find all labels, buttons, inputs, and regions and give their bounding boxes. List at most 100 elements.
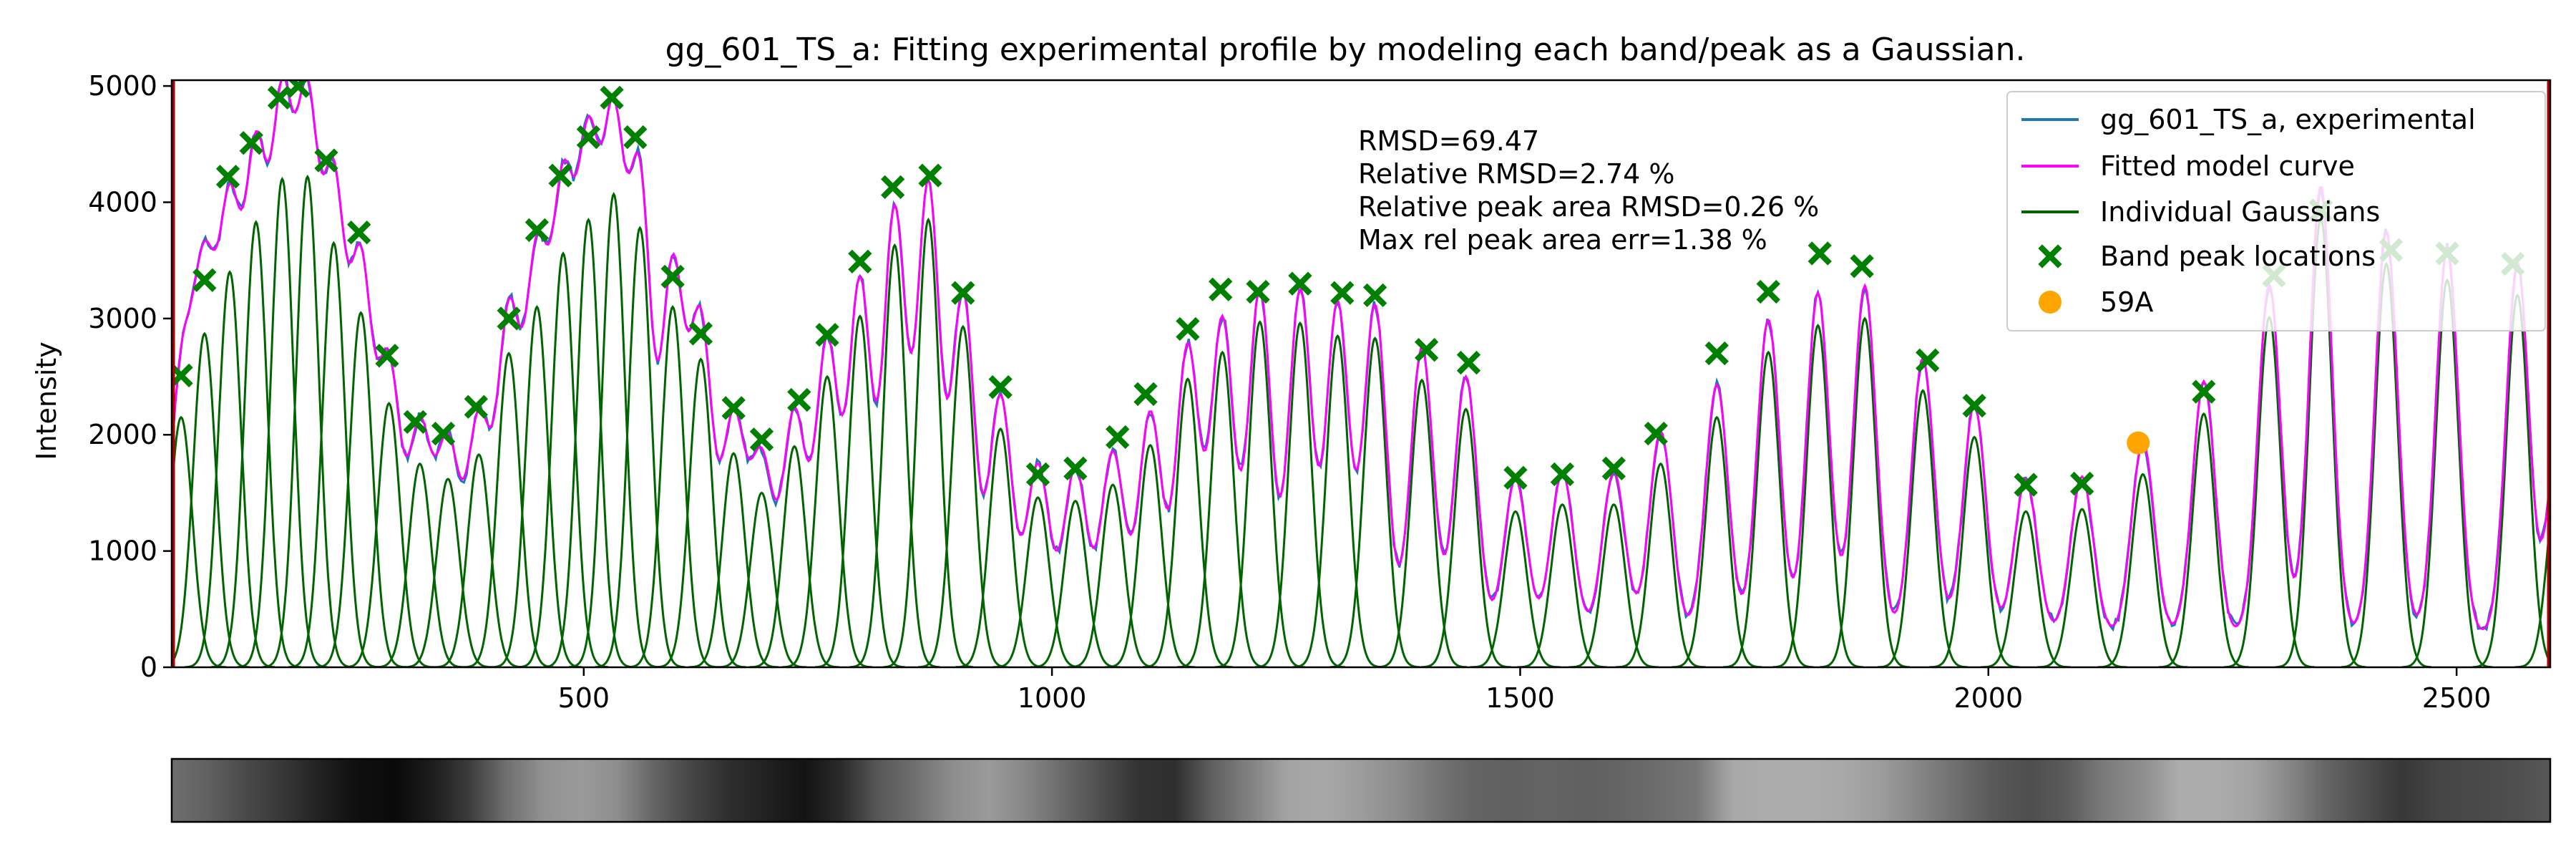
x-tick-label: 500 xyxy=(558,682,610,714)
band-peak-marker-42 xyxy=(1550,462,1575,487)
gaussian-curve-12 xyxy=(464,352,555,667)
gaussian-curve-13 xyxy=(492,305,582,667)
lane-strip-image xyxy=(172,759,2550,822)
gaussian-curve-18 xyxy=(628,305,718,667)
gaussian-curve-6 xyxy=(288,241,379,667)
gaussian-curve-17 xyxy=(595,226,686,667)
band-peak-marker-16 xyxy=(600,85,624,110)
band-peak-marker-32 xyxy=(1133,382,1158,407)
band-peak-marker-4 xyxy=(267,85,292,110)
band-peak-marker-35 xyxy=(1246,279,1270,304)
legend-label-experimental: gg_601_TS_a, experimental xyxy=(2100,104,2476,135)
band-peak-marker-43 xyxy=(1601,456,1626,480)
gaussian-curve-22 xyxy=(749,445,840,667)
band-peak-marker-53 xyxy=(2192,379,2216,404)
gaussian-curve-33 xyxy=(1142,377,1233,667)
legend-swatch-59a xyxy=(2039,291,2062,314)
gaussian-curve-50 xyxy=(1929,435,2019,667)
y-tick-label: 5000 xyxy=(88,70,157,102)
gaussian-curve-60 xyxy=(2514,508,2550,667)
gaussian-curve-43 xyxy=(1568,503,1659,667)
band-peak-marker-49 xyxy=(1916,348,1940,372)
lane-strip xyxy=(170,757,2552,823)
gaussian-curve-46 xyxy=(1723,350,1814,667)
annotation-max-rel-peak-area-err: Max rel peak area err=1.38 % xyxy=(1358,224,1767,256)
gaussian-curve-34 xyxy=(1177,350,1268,667)
gaussian-curve-29 xyxy=(992,496,1083,667)
band-peak-marker-23 xyxy=(815,322,839,347)
gaussian-curve-24 xyxy=(815,314,905,667)
y-tick-label: 2000 xyxy=(88,419,157,450)
y-axis-label: Intensity xyxy=(31,342,62,460)
band-peak-marker-34 xyxy=(1209,277,1233,301)
band-peak-marker-38 xyxy=(1362,283,1387,308)
gaussian-curve-14 xyxy=(518,251,608,667)
band-peak-marker-25 xyxy=(881,175,905,200)
x-tick-label: 1500 xyxy=(1485,682,1555,714)
band-peak-marker-51 xyxy=(2014,473,2038,497)
band-peak-marker-15 xyxy=(576,125,601,150)
gaussian-curve-26 xyxy=(883,218,974,667)
legend: gg_601_TS_a, experimental Fitted model c… xyxy=(2006,91,2546,331)
legend-label-band-peaks: Band peak locations xyxy=(2100,241,2376,272)
gaussian-curve-3 xyxy=(210,220,301,667)
band-peak-marker-40 xyxy=(1456,350,1481,375)
annotation-relative-rmsd: Relative RMSD=2.74 % xyxy=(1358,158,1675,190)
legend-label-fitted: Fitted model curve xyxy=(2100,150,2355,182)
x-tick-label: 1000 xyxy=(1018,682,1087,714)
gaussian-curve-47 xyxy=(1772,324,1863,667)
annotation-rmsd: RMSD=69.47 xyxy=(1358,125,1539,157)
gaussian-curve-25 xyxy=(849,243,940,667)
gaussian-curve-39 xyxy=(1377,378,1468,667)
gaussian-curve-42 xyxy=(1517,503,1608,667)
band-peak-marker-22 xyxy=(787,387,811,412)
band-peak-marker-11 xyxy=(464,394,488,419)
band-peak-marker-6 xyxy=(314,148,338,173)
gaussian-curve-37 xyxy=(1292,334,1383,667)
band-peak-marker-30 xyxy=(1063,456,1088,480)
band-peak-marker-52 xyxy=(2070,471,2094,496)
gaussian-curve-0 xyxy=(172,415,227,667)
gaussian-curve-51 xyxy=(1981,510,2071,667)
band-peak-marker-33 xyxy=(1176,316,1200,342)
gaussian-curve-35 xyxy=(1214,320,1305,667)
band-peak-marker-14 xyxy=(548,163,572,188)
band-peak-marker-24 xyxy=(848,249,872,273)
gaussian-curve-28 xyxy=(955,427,1046,667)
gaussian-curve-36 xyxy=(1255,321,1345,667)
gaussian-curve-32 xyxy=(1105,444,1196,667)
band-peak-marker-3 xyxy=(239,131,263,155)
marker-59a xyxy=(2127,431,2150,455)
gaussian-curve-2 xyxy=(185,270,275,667)
gaussian-curve-5 xyxy=(262,174,353,667)
band-peak-marker-31 xyxy=(1106,425,1130,450)
band-peak-marker-13 xyxy=(525,218,550,243)
gaussian-curve-11 xyxy=(434,453,525,667)
band-peak-marker-9 xyxy=(403,410,427,435)
plot-frame xyxy=(170,79,2552,669)
x-tick-label: 2000 xyxy=(1953,682,2023,714)
band-peak-marker-19 xyxy=(688,321,713,346)
y-tick-label: 0 xyxy=(140,652,157,683)
band-peak-marker-39 xyxy=(1414,338,1439,362)
band-peak-marker-26 xyxy=(918,163,942,188)
chart-title: gg_601_TS_a: Fitting experimental profil… xyxy=(665,32,2026,68)
y-tick-label: 3000 xyxy=(88,303,157,334)
legend-label-59a: 59A xyxy=(2100,286,2153,318)
band-peak-marker-10 xyxy=(431,421,456,446)
band-peak-marker-17 xyxy=(623,125,648,150)
band-peak-marker-36 xyxy=(1288,271,1312,296)
legend-swatch-band-peaks xyxy=(2038,244,2062,268)
gaussian-curve-54 xyxy=(2158,412,2249,667)
band-peak-marker-0 xyxy=(172,363,193,388)
gaussian-curve-15 xyxy=(543,218,634,667)
stats-annotation: RMSD=69.47 Relative RMSD=2.74 % Relative… xyxy=(1358,125,1819,256)
gaussian-curve-4 xyxy=(237,176,328,667)
gaussian-curve-30 xyxy=(1030,500,1121,667)
band-peak-marker-20 xyxy=(721,396,746,420)
gaussian-curve-41 xyxy=(1470,510,1561,667)
x-tick-label: 2500 xyxy=(2422,682,2492,714)
band-peak-marker-18 xyxy=(660,264,685,289)
